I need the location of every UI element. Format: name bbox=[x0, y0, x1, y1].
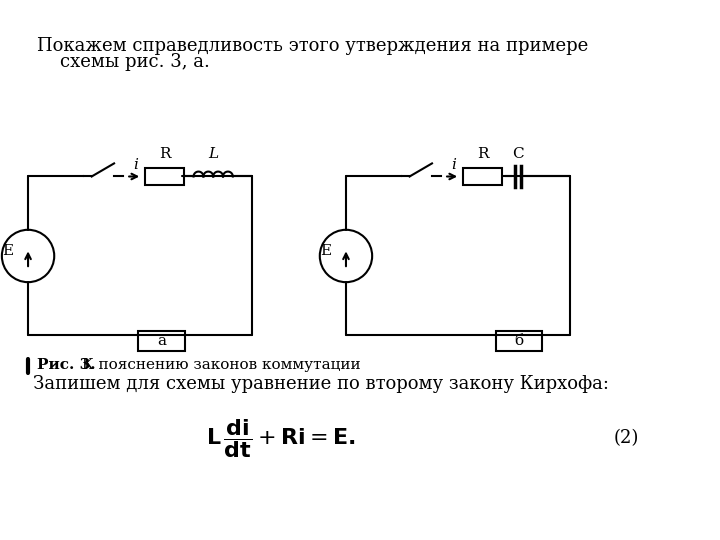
Text: К пояснению законов коммутации: К пояснению законов коммутации bbox=[76, 359, 360, 373]
Text: E: E bbox=[2, 244, 13, 258]
Text: R: R bbox=[159, 147, 171, 161]
Bar bbox=[463, 168, 502, 185]
Text: Рис. 3.: Рис. 3. bbox=[37, 359, 96, 373]
Bar bbox=[138, 331, 185, 352]
Text: i: i bbox=[133, 158, 138, 172]
Text: (2): (2) bbox=[614, 429, 639, 447]
Text: i: i bbox=[451, 158, 456, 172]
Text: $\mathbf{L}\,\mathbf{\dfrac{di}{dt}} + \mathbf{Ri} = \mathbf{E.}$: $\mathbf{L}\,\mathbf{\dfrac{di}{dt}} + \… bbox=[206, 417, 356, 460]
Text: а: а bbox=[157, 334, 166, 348]
Text: Запишем для схемы уравнение по второму закону Кирхофа:: Запишем для схемы уравнение по второму з… bbox=[32, 375, 608, 393]
Text: L: L bbox=[208, 147, 218, 161]
Text: Покажем справедливость этого утверждения на примере: Покажем справедливость этого утверждения… bbox=[37, 37, 589, 55]
Text: E: E bbox=[320, 244, 331, 258]
Text: C: C bbox=[512, 147, 524, 161]
Text: схемы рис. 3, а.: схемы рис. 3, а. bbox=[37, 53, 210, 71]
Bar bbox=[495, 331, 542, 352]
Text: б: б bbox=[514, 334, 523, 348]
Text: R: R bbox=[477, 147, 488, 161]
Bar bbox=[145, 168, 184, 185]
